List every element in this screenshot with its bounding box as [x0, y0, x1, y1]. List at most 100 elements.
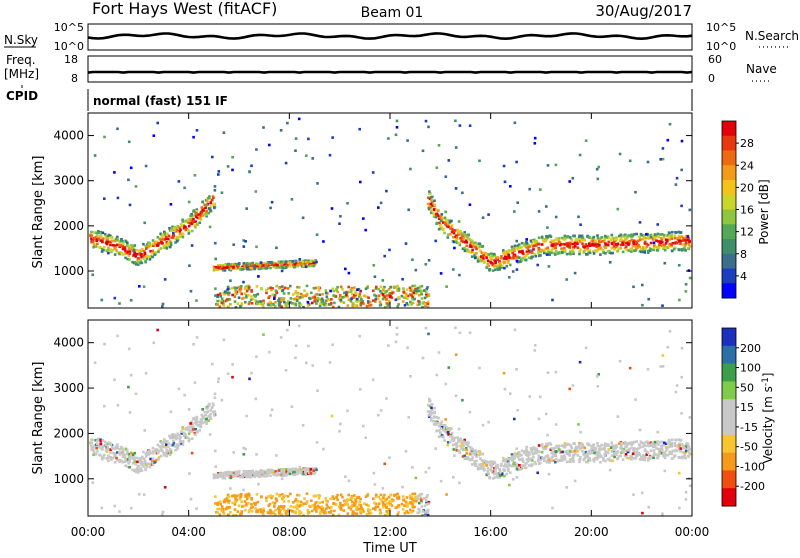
velocity-cell: [138, 459, 142, 462]
velocity-cell: [301, 503, 304, 507]
power-cell: [362, 302, 365, 305]
power-cell: [99, 239, 103, 242]
velocity-cell: [236, 510, 240, 513]
velocity-cell: [271, 501, 275, 504]
power-cell: [234, 290, 238, 294]
power-cell: [91, 239, 95, 242]
power-cell: [262, 305, 265, 309]
velocity-cell: [455, 443, 459, 447]
power-cell: [356, 288, 359, 291]
velocity-cell: [615, 450, 618, 454]
power-cell: [269, 286, 272, 290]
power-cell: [455, 235, 459, 239]
power-cell: [641, 303, 644, 307]
velocity-cell: [555, 457, 558, 461]
velocity-cell: [422, 497, 426, 500]
velocity-cell: [338, 430, 341, 433]
velocity-cell: [131, 468, 134, 472]
power-cell: [552, 239, 556, 243]
velocity-cell: [285, 510, 289, 513]
velocity-cell: [297, 324, 301, 328]
velocity-cell: [410, 511, 413, 514]
velocity-cell: [153, 461, 156, 464]
power-cell: [480, 251, 484, 254]
velocity-cell: [646, 457, 650, 460]
power-cell: [686, 238, 690, 242]
velocity-cell: [664, 449, 668, 453]
power-cell: [405, 288, 409, 291]
power-cell: [682, 247, 685, 251]
velocity-cell: [549, 443, 553, 446]
velocity-cell: [546, 371, 550, 374]
power-cell: [346, 202, 349, 205]
power-cell: [571, 176, 575, 180]
velocity-cell: [174, 445, 177, 448]
velocity-cell: [402, 498, 406, 501]
velocity-cell: [457, 449, 461, 453]
power-cell: [273, 295, 276, 299]
velocity-cell: [123, 460, 127, 464]
power-cell: [268, 263, 271, 267]
velocity-cell: [395, 496, 399, 500]
velocity-cell: [578, 447, 582, 451]
velocity-cell: [299, 504, 302, 507]
velocity-cell: [396, 492, 399, 496]
velocity-cell: [198, 424, 201, 428]
velocity-cell: [379, 409, 383, 412]
power-cell: [109, 249, 112, 252]
velocity-cell: [435, 429, 439, 432]
velocity-cell: [539, 395, 542, 399]
power-cell: [267, 303, 270, 307]
velocity-cell: [530, 463, 533, 466]
power-cell: [318, 293, 322, 297]
power-cell: [90, 237, 93, 240]
velocity-cell: [403, 512, 407, 515]
velocity-cell: [438, 429, 441, 432]
power-cell: [332, 289, 335, 293]
velocity-cell: [406, 346, 409, 349]
power-cell: [244, 240, 247, 243]
velocity-cell: [681, 451, 685, 454]
velocity-cell: [231, 375, 234, 379]
power-cell: [201, 200, 205, 204]
velocity-cell: [443, 424, 447, 427]
power-cell: [327, 303, 331, 306]
velocity-cell: [221, 472, 225, 476]
power-cell: [481, 216, 485, 219]
velocity-cell: [245, 414, 248, 418]
power-cell: [444, 210, 447, 214]
power-cell: [140, 255, 143, 259]
velocity-cell: [91, 448, 95, 452]
power-cell: [256, 292, 260, 296]
velocity-cell: [664, 442, 668, 446]
power-cell: [107, 246, 110, 250]
power-cell: [258, 263, 262, 267]
power-cell: [192, 217, 195, 221]
power-cell: [490, 261, 493, 265]
velocity-cell: [283, 494, 287, 498]
velocity-cell: [570, 446, 574, 450]
power-cell: [372, 299, 375, 302]
power-cell: [490, 256, 493, 260]
power-cell: [281, 262, 284, 265]
power-cell: [297, 117, 301, 121]
power-cell: [181, 235, 185, 239]
velocity-cell: [280, 468, 284, 471]
power-cell: [420, 291, 423, 294]
power-cell: [320, 297, 324, 301]
power-cell: [298, 301, 301, 305]
power-cell: [553, 246, 557, 250]
power-cell: [107, 251, 110, 255]
power-cell: [168, 245, 172, 249]
power-cell: [242, 245, 246, 248]
power-cell: [479, 249, 482, 253]
power-cell: [481, 254, 485, 258]
velocity-cell: [671, 438, 674, 442]
velocity-cell: [265, 496, 268, 500]
velocity-cell: [383, 462, 386, 466]
velocity-cell: [677, 447, 681, 451]
velocity-cell: [251, 469, 254, 473]
power-cell: [516, 201, 519, 204]
power-cell: [253, 266, 256, 269]
velocity-cell: [684, 446, 687, 450]
